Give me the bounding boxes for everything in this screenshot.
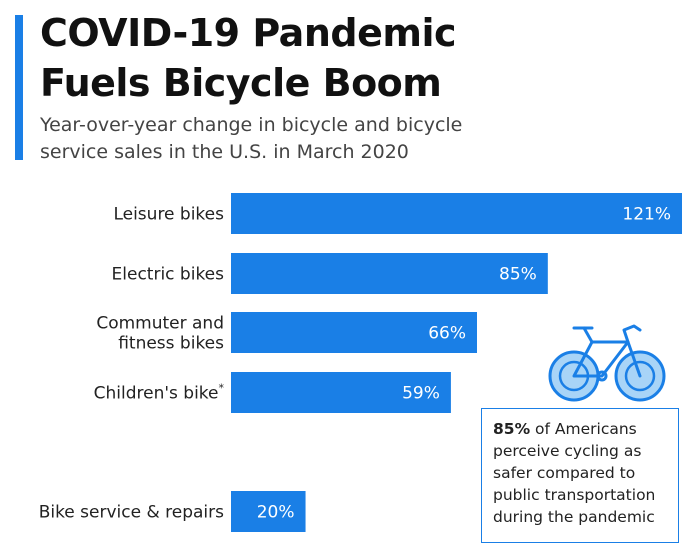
- bar: [231, 193, 682, 234]
- callout-line-5: during the pandemic: [493, 508, 655, 526]
- bar: [231, 253, 548, 294]
- category-label: Leisure bikes: [113, 205, 224, 225]
- bar: [231, 491, 306, 532]
- bar: [231, 312, 477, 353]
- callout-line-1: of Americans: [530, 420, 637, 438]
- title-line-1: COVID-19 Pandemic: [40, 11, 457, 55]
- bicycle-icon: [548, 324, 666, 402]
- subtitle-line-1: Year-over-year change in bicycle and bic…: [40, 114, 463, 136]
- callout-line-3: safer compared to: [493, 464, 636, 482]
- bar-value-label: 85%: [499, 265, 537, 285]
- chart-subtitle: Year-over-year change in bicycle and bic…: [40, 112, 462, 166]
- title-accent-bar: [15, 15, 23, 160]
- category-label: Bike service & repairs: [39, 503, 224, 523]
- category-label: Electric bikes: [112, 265, 225, 285]
- title-line-2: Fuels Bicycle Boom: [40, 61, 442, 105]
- bar-value-label: 121%: [622, 205, 671, 225]
- callout-line-4: public transportation: [493, 486, 656, 504]
- category-label: Commuter and fitness bikes: [96, 314, 224, 354]
- bar-value-label: 66%: [428, 324, 466, 344]
- bar-value-label: 59%: [402, 384, 440, 404]
- callout-line-2: perceive cycling as: [493, 442, 642, 460]
- bar-value-label: 20%: [257, 503, 295, 523]
- bar: [231, 372, 451, 413]
- callout-box: 85% of Americans perceive cycling as saf…: [481, 408, 679, 543]
- subtitle-line-2: service sales in the U.S. in March 2020: [40, 141, 409, 163]
- callout-highlight: 85%: [493, 420, 531, 438]
- chart-title: COVID-19 Pandemic Fuels Bicycle Boom: [40, 8, 457, 108]
- category-label: Children's bike*: [94, 382, 225, 404]
